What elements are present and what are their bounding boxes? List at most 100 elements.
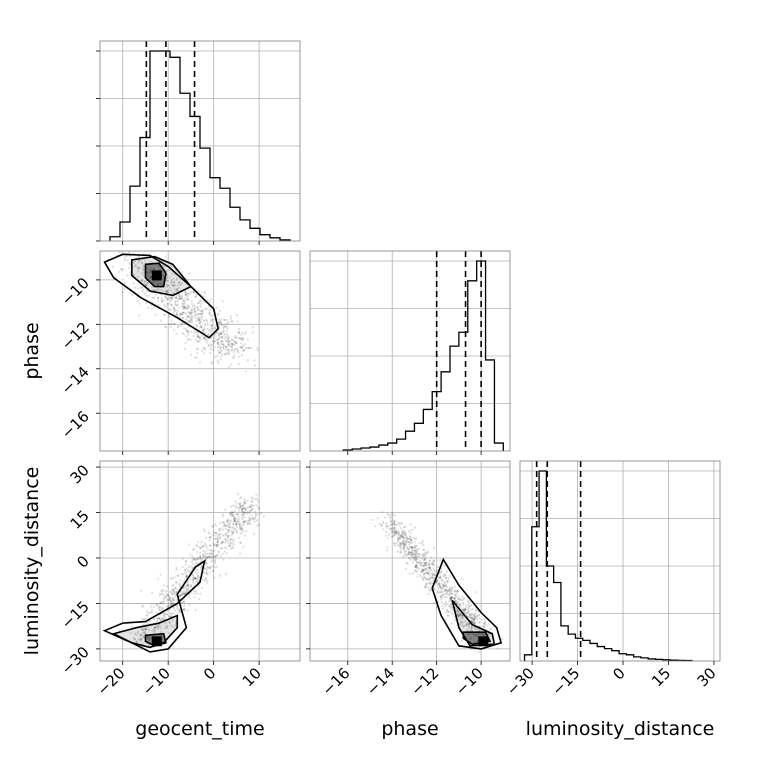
sample-point [418, 553, 421, 556]
sample-point [455, 602, 459, 605]
sample-point [228, 526, 231, 529]
sample-point [421, 568, 424, 571]
sample-point [459, 598, 462, 602]
sample-point [201, 546, 204, 549]
sample-point [204, 567, 207, 570]
sample-point [410, 546, 413, 549]
sample-point [152, 281, 156, 284]
sample-point [251, 497, 254, 500]
sample-point [211, 554, 214, 557]
sample-point [421, 554, 424, 557]
sample-point [218, 320, 222, 323]
sample-point [474, 618, 477, 621]
sample-point [156, 287, 159, 290]
sample-point [225, 340, 228, 343]
sample-point [202, 346, 205, 349]
sample-point [197, 318, 200, 321]
sample-point [147, 294, 150, 298]
sample-point [200, 326, 203, 329]
sample-point [414, 546, 417, 549]
sample-point [195, 576, 198, 580]
sample-point [225, 333, 228, 336]
sample-point [402, 547, 405, 550]
sample-point [246, 346, 249, 350]
sample-point [200, 541, 203, 544]
sample-point [164, 295, 167, 298]
sample-point [255, 504, 258, 507]
sample-point [402, 536, 405, 539]
sample-point [404, 542, 407, 545]
sample-point [193, 305, 196, 308]
sample-point [246, 512, 249, 515]
sample-point [150, 276, 153, 279]
sample-point [445, 595, 449, 599]
sample-point [449, 605, 452, 608]
sample-point [421, 540, 424, 543]
sample-point [211, 556, 214, 559]
sample-point [470, 625, 473, 628]
sample-point [417, 552, 421, 556]
sample-point [424, 577, 428, 580]
sample-point [173, 588, 176, 591]
sample-point [193, 329, 196, 333]
sample-point [408, 543, 411, 547]
sample-point [403, 531, 406, 534]
sample-point [232, 339, 235, 342]
sample-point [218, 335, 221, 338]
sample-point [390, 521, 393, 524]
sample-point [240, 526, 243, 530]
sample-point [238, 507, 241, 511]
sample-point [490, 627, 493, 630]
sample-point [223, 318, 226, 322]
sample-point [209, 536, 213, 539]
sample-point [231, 525, 234, 528]
sample-point [446, 603, 449, 606]
sample-point [226, 524, 229, 527]
sample-point [406, 546, 409, 549]
sample-point [211, 339, 214, 342]
sample-point [423, 571, 426, 574]
sample-point [467, 613, 471, 616]
sample-point [391, 523, 394, 526]
sample-point [386, 526, 389, 530]
sample-point [393, 521, 396, 524]
sample-point [156, 637, 159, 640]
sample-point [442, 584, 445, 587]
sample-point [230, 547, 233, 550]
sample-point [190, 308, 193, 311]
sample-point [224, 353, 227, 356]
sample-point [204, 336, 207, 339]
sample-point [257, 500, 260, 503]
sample-point [253, 518, 256, 521]
sample-point [150, 602, 153, 605]
sample-point [233, 516, 236, 520]
sample-point [172, 281, 176, 284]
sample-point [121, 290, 124, 294]
sample-point [232, 530, 235, 533]
sample-point [413, 558, 416, 561]
sample-point [171, 592, 174, 596]
sample-point [232, 518, 236, 521]
sample-point [226, 348, 229, 352]
sample-point [182, 311, 185, 314]
sample-point [448, 589, 451, 592]
sample-point [214, 324, 217, 327]
sample-point [156, 297, 160, 300]
sample-point [449, 597, 452, 600]
sample-point [243, 534, 246, 537]
sample-point [478, 621, 482, 624]
sample-point [143, 280, 146, 284]
sample-point [190, 318, 193, 321]
sample-point [172, 283, 175, 286]
sample-point [262, 515, 265, 518]
sample-point [400, 536, 403, 539]
sample-point [215, 306, 219, 309]
sample-point [174, 300, 177, 304]
sample-point [140, 638, 143, 641]
sample-point [205, 572, 208, 575]
sample-point [425, 571, 428, 575]
sample-point [444, 611, 447, 614]
sample-point [185, 312, 188, 315]
sample-point [469, 616, 472, 619]
sample-point [189, 320, 192, 324]
